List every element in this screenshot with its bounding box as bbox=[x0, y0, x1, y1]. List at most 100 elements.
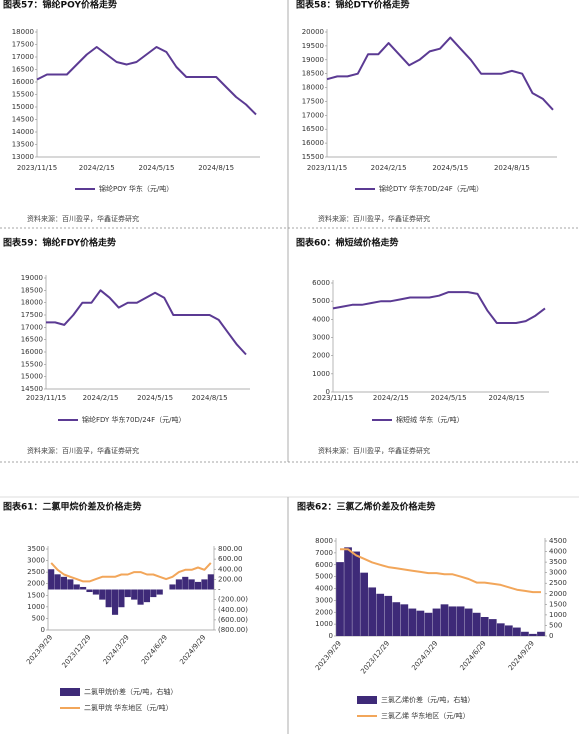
legend-label: 棉短绒 华东（元/吨） bbox=[396, 415, 464, 424]
legend-label: 锦纶DTY 华东70D/24F（元/吨） bbox=[379, 184, 483, 193]
bar bbox=[48, 569, 55, 590]
y-tick-label: 14500 bbox=[12, 116, 34, 124]
bar bbox=[124, 589, 131, 598]
bar bbox=[336, 562, 344, 636]
y-tick-label: 17000 bbox=[302, 111, 324, 119]
y-tick-label: 8000 bbox=[315, 537, 333, 545]
bar bbox=[86, 589, 93, 593]
bar bbox=[488, 619, 497, 636]
x-tick-label: 2023/9/29 bbox=[25, 633, 54, 666]
bar bbox=[432, 608, 441, 636]
bar bbox=[80, 586, 87, 590]
bar bbox=[352, 551, 360, 636]
y-tick-label: 15500 bbox=[21, 360, 43, 368]
x-tick-label: 2023/12/29 bbox=[60, 633, 92, 669]
bar bbox=[496, 623, 505, 636]
x-tick-label: 2024/6/29 bbox=[140, 633, 169, 666]
bar bbox=[188, 579, 195, 590]
bar bbox=[416, 610, 425, 636]
y-tick-label: 3000 bbox=[315, 596, 333, 604]
y-tick-label: 15500 bbox=[12, 91, 34, 99]
bar bbox=[384, 595, 393, 636]
y2-tick-label: (600.00) bbox=[218, 616, 248, 624]
y2-tick-label: 4500 bbox=[549, 537, 567, 545]
x-tick-label: 2024/3/29 bbox=[102, 633, 131, 666]
bar bbox=[131, 589, 138, 600]
y2-tick-label: 4000 bbox=[549, 548, 567, 556]
y-tick-label: 19000 bbox=[21, 274, 43, 282]
y-tick-label: 20000 bbox=[302, 28, 324, 36]
y-tick-label: 2500 bbox=[27, 568, 45, 576]
bar bbox=[504, 625, 513, 636]
y-tick-label: 19500 bbox=[302, 42, 324, 50]
x-tick-label: 2024/2/15 bbox=[79, 164, 115, 172]
x-tick-label: 2024/2/15 bbox=[83, 394, 119, 402]
line-series bbox=[50, 562, 212, 583]
bar bbox=[464, 608, 473, 636]
y-tick-label: 14500 bbox=[21, 385, 43, 393]
y-tick-label: 15000 bbox=[21, 373, 43, 381]
bar bbox=[480, 617, 489, 636]
y2-tick-label: 3000 bbox=[549, 569, 567, 577]
y-tick-label: 16500 bbox=[302, 125, 324, 133]
bar bbox=[472, 612, 481, 636]
y2-tick-label: (800.00) bbox=[218, 626, 248, 634]
bar bbox=[194, 581, 202, 590]
x-tick-label: 2024/8/15 bbox=[489, 394, 525, 402]
x-tick-label: 2024/9/29 bbox=[178, 633, 207, 666]
bar bbox=[182, 576, 189, 590]
legend-label: 三氯乙烯价差（元/吨，右轴） bbox=[381, 695, 474, 704]
bar bbox=[392, 602, 401, 636]
x-tick-label: 2024/3/29 bbox=[410, 639, 439, 672]
y-tick-label: 3000 bbox=[312, 334, 330, 342]
line-series bbox=[332, 291, 546, 324]
legend-label: 三氯乙烯 华东地区（元/吨） bbox=[381, 711, 470, 720]
x-tick-label: 2024/5/15 bbox=[432, 164, 468, 172]
legend-label: 二氯甲烷 华东地区（元/吨） bbox=[84, 703, 173, 712]
y2-tick-label: - bbox=[218, 586, 221, 594]
y-tick-label: 14000 bbox=[12, 128, 34, 136]
bar bbox=[118, 589, 125, 608]
x-tick-label: 2023/11/15 bbox=[26, 394, 66, 402]
y-tick-label: 17000 bbox=[21, 323, 43, 331]
y2-tick-label: 1000 bbox=[549, 611, 567, 619]
y-tick-label: 19000 bbox=[302, 56, 324, 64]
y-tick-label: 1000 bbox=[315, 620, 333, 628]
y-tick-label: 2000 bbox=[27, 580, 45, 588]
bar bbox=[456, 606, 465, 636]
y2-tick-label: (400.00) bbox=[218, 606, 248, 614]
y2-tick-label: 600.00 bbox=[218, 555, 243, 563]
y-tick-label: 0 bbox=[326, 388, 330, 396]
y2-tick-label: 1500 bbox=[549, 600, 567, 608]
y-tick-label: 18000 bbox=[302, 84, 324, 92]
legend-label: 二氯甲烷价差（元/吨，右轴） bbox=[84, 687, 177, 696]
y-tick-label: 5000 bbox=[315, 573, 333, 581]
y2-tick-label: 500 bbox=[549, 621, 562, 629]
line-series bbox=[36, 46, 257, 116]
bar bbox=[175, 579, 182, 590]
bar bbox=[400, 604, 409, 636]
bar bbox=[54, 574, 61, 590]
legend-label: 锦纶POY 华东（元/吨） bbox=[99, 184, 173, 193]
bar bbox=[537, 631, 545, 636]
bar bbox=[143, 589, 151, 603]
bar bbox=[424, 612, 433, 636]
y2-tick-label: 3500 bbox=[549, 558, 567, 566]
source-note: 资料来源：百川盈孚，华鑫证券研究 bbox=[27, 214, 139, 223]
y-tick-label: 2000 bbox=[312, 352, 330, 360]
x-tick-label: 2023/11/15 bbox=[17, 164, 57, 172]
figure-title: 图表58：锦纶DTY价格走势 bbox=[296, 0, 410, 11]
x-tick-label: 2024/8/15 bbox=[494, 164, 530, 172]
y-tick-label: 16000 bbox=[12, 78, 34, 86]
y-tick-label: 1000 bbox=[312, 370, 330, 378]
line-series bbox=[340, 548, 541, 594]
y-tick-label: 13500 bbox=[12, 141, 34, 149]
bar bbox=[169, 584, 176, 590]
figure-title: 图表57：锦纶POY价格走势 bbox=[3, 0, 117, 11]
legend-swatch bbox=[60, 688, 80, 696]
y2-tick-label: 2500 bbox=[549, 579, 567, 587]
bar bbox=[408, 608, 417, 636]
y-tick-label: 4000 bbox=[312, 315, 330, 323]
line-series bbox=[46, 289, 247, 356]
